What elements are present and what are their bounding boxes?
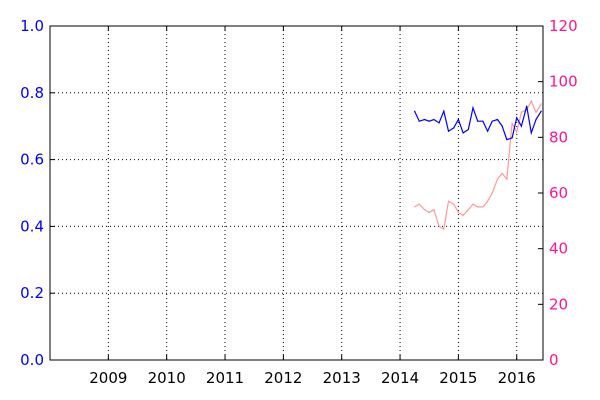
- right-axis-data-point: [506, 178, 508, 180]
- right-axis-data-point: [438, 225, 440, 227]
- x-tick-label: 2010: [148, 369, 186, 387]
- left-y-tick-label: 0.8: [20, 84, 44, 102]
- x-tick-label: 2015: [439, 369, 477, 387]
- left-axis-data-point: [530, 132, 532, 134]
- right-axis-data-point: [540, 103, 542, 105]
- left-axis-data-point: [526, 105, 528, 107]
- right-axis-data-point: [520, 111, 523, 113]
- series-layer: [414, 99, 542, 231]
- right-axis-data-point: [516, 131, 518, 133]
- left-axis-data-point: [462, 132, 464, 134]
- left-axis-data-point: [506, 138, 508, 141]
- left-y-tick-label: 0.2: [20, 284, 44, 302]
- left-axis-data-point: [496, 118, 499, 121]
- right-axis-data-point: [477, 206, 479, 208]
- right-axis-data-point: [472, 203, 474, 205]
- left-axis-data-point: [433, 118, 435, 121]
- right-axis-data-point: [535, 111, 537, 113]
- left-axis-data-point: [477, 120, 479, 122]
- x-tick-label: 2013: [323, 369, 361, 387]
- right-axis-data-point: [482, 206, 484, 208]
- right-axis-data-point: [433, 209, 435, 211]
- right-axis-data-point: [496, 178, 499, 180]
- left-axis-data-point: [438, 122, 440, 124]
- right-axis-data-point: [511, 122, 513, 125]
- left-axis-data-point: [467, 128, 469, 131]
- x-tick-label: 2011: [206, 369, 244, 387]
- right-axis-data-point: [491, 192, 493, 194]
- left-y-tick-label: 0.4: [20, 217, 44, 235]
- left-y-axis: 0.0 0.2 0.4 0.6 0.8 1.0: [20, 17, 55, 369]
- left-axis-data-point: [418, 120, 420, 122]
- right-y-tick-label: 80: [549, 128, 568, 146]
- left-axis-data-point: [453, 127, 455, 129]
- left-axis-data-point: [511, 137, 513, 139]
- left-axis-data-point: [535, 118, 537, 121]
- x-axis: 2009 2010 2011 2012 2013 2014 2015 2016: [89, 26, 536, 387]
- left-axis-data-point: [491, 120, 493, 122]
- right-axis-data-point: [457, 211, 460, 214]
- left-y-tick-label: 0.6: [20, 151, 44, 169]
- right-axis-data-point: [428, 211, 430, 214]
- x-tick-label: 2014: [381, 369, 419, 387]
- right-axis-data-point: [453, 203, 455, 205]
- right-y-tick-label: 20: [549, 295, 568, 313]
- x-tick-label: 2016: [498, 369, 536, 387]
- left-axis-data-point: [501, 125, 503, 127]
- left-axis-data-point: [447, 130, 450, 132]
- right-axis-data-point: [501, 172, 503, 175]
- right-axis-data-point: [418, 203, 420, 205]
- left-axis-data-point: [520, 125, 523, 127]
- right-axis-data-point: [462, 214, 464, 216]
- right-axis-data-point: [447, 200, 450, 202]
- right-y-tick-label: 0: [549, 351, 559, 369]
- left-axis-data-point: [428, 120, 430, 122]
- left-axis-data-point: [482, 120, 484, 122]
- left-y-tick-label: 1.0: [20, 17, 44, 35]
- right-axis-data-point: [467, 209, 469, 211]
- right-axis-data-point: [443, 228, 445, 230]
- right-axis-data-point: [486, 200, 489, 202]
- right-y-tick-label: 40: [549, 240, 568, 258]
- left-axis-data-point: [486, 130, 489, 132]
- left-axis-data-point: [457, 118, 460, 121]
- right-y-tick-label: 100: [549, 73, 578, 91]
- left-axis-data-point: [423, 118, 426, 121]
- x-tick-label: 2012: [264, 369, 302, 387]
- left-axis-data-point: [414, 110, 416, 112]
- right-axis-data-point: [414, 206, 416, 208]
- right-axis-data-point: [530, 100, 532, 102]
- left-axis-data-point: [516, 117, 518, 119]
- right-y-tick-label: 120: [549, 17, 578, 35]
- right-y-tick-label: 60: [549, 184, 568, 202]
- left-axis-data-point: [472, 107, 474, 109]
- right-y-axis: 0 20 40 60 80 100 120: [538, 17, 578, 369]
- x-tick-label: 2009: [89, 369, 127, 387]
- left-axis-data-point: [540, 110, 542, 112]
- right-axis-data-point: [423, 209, 426, 211]
- left-axis-data-point: [443, 110, 445, 112]
- left-y-tick-label: 0.0: [20, 351, 44, 369]
